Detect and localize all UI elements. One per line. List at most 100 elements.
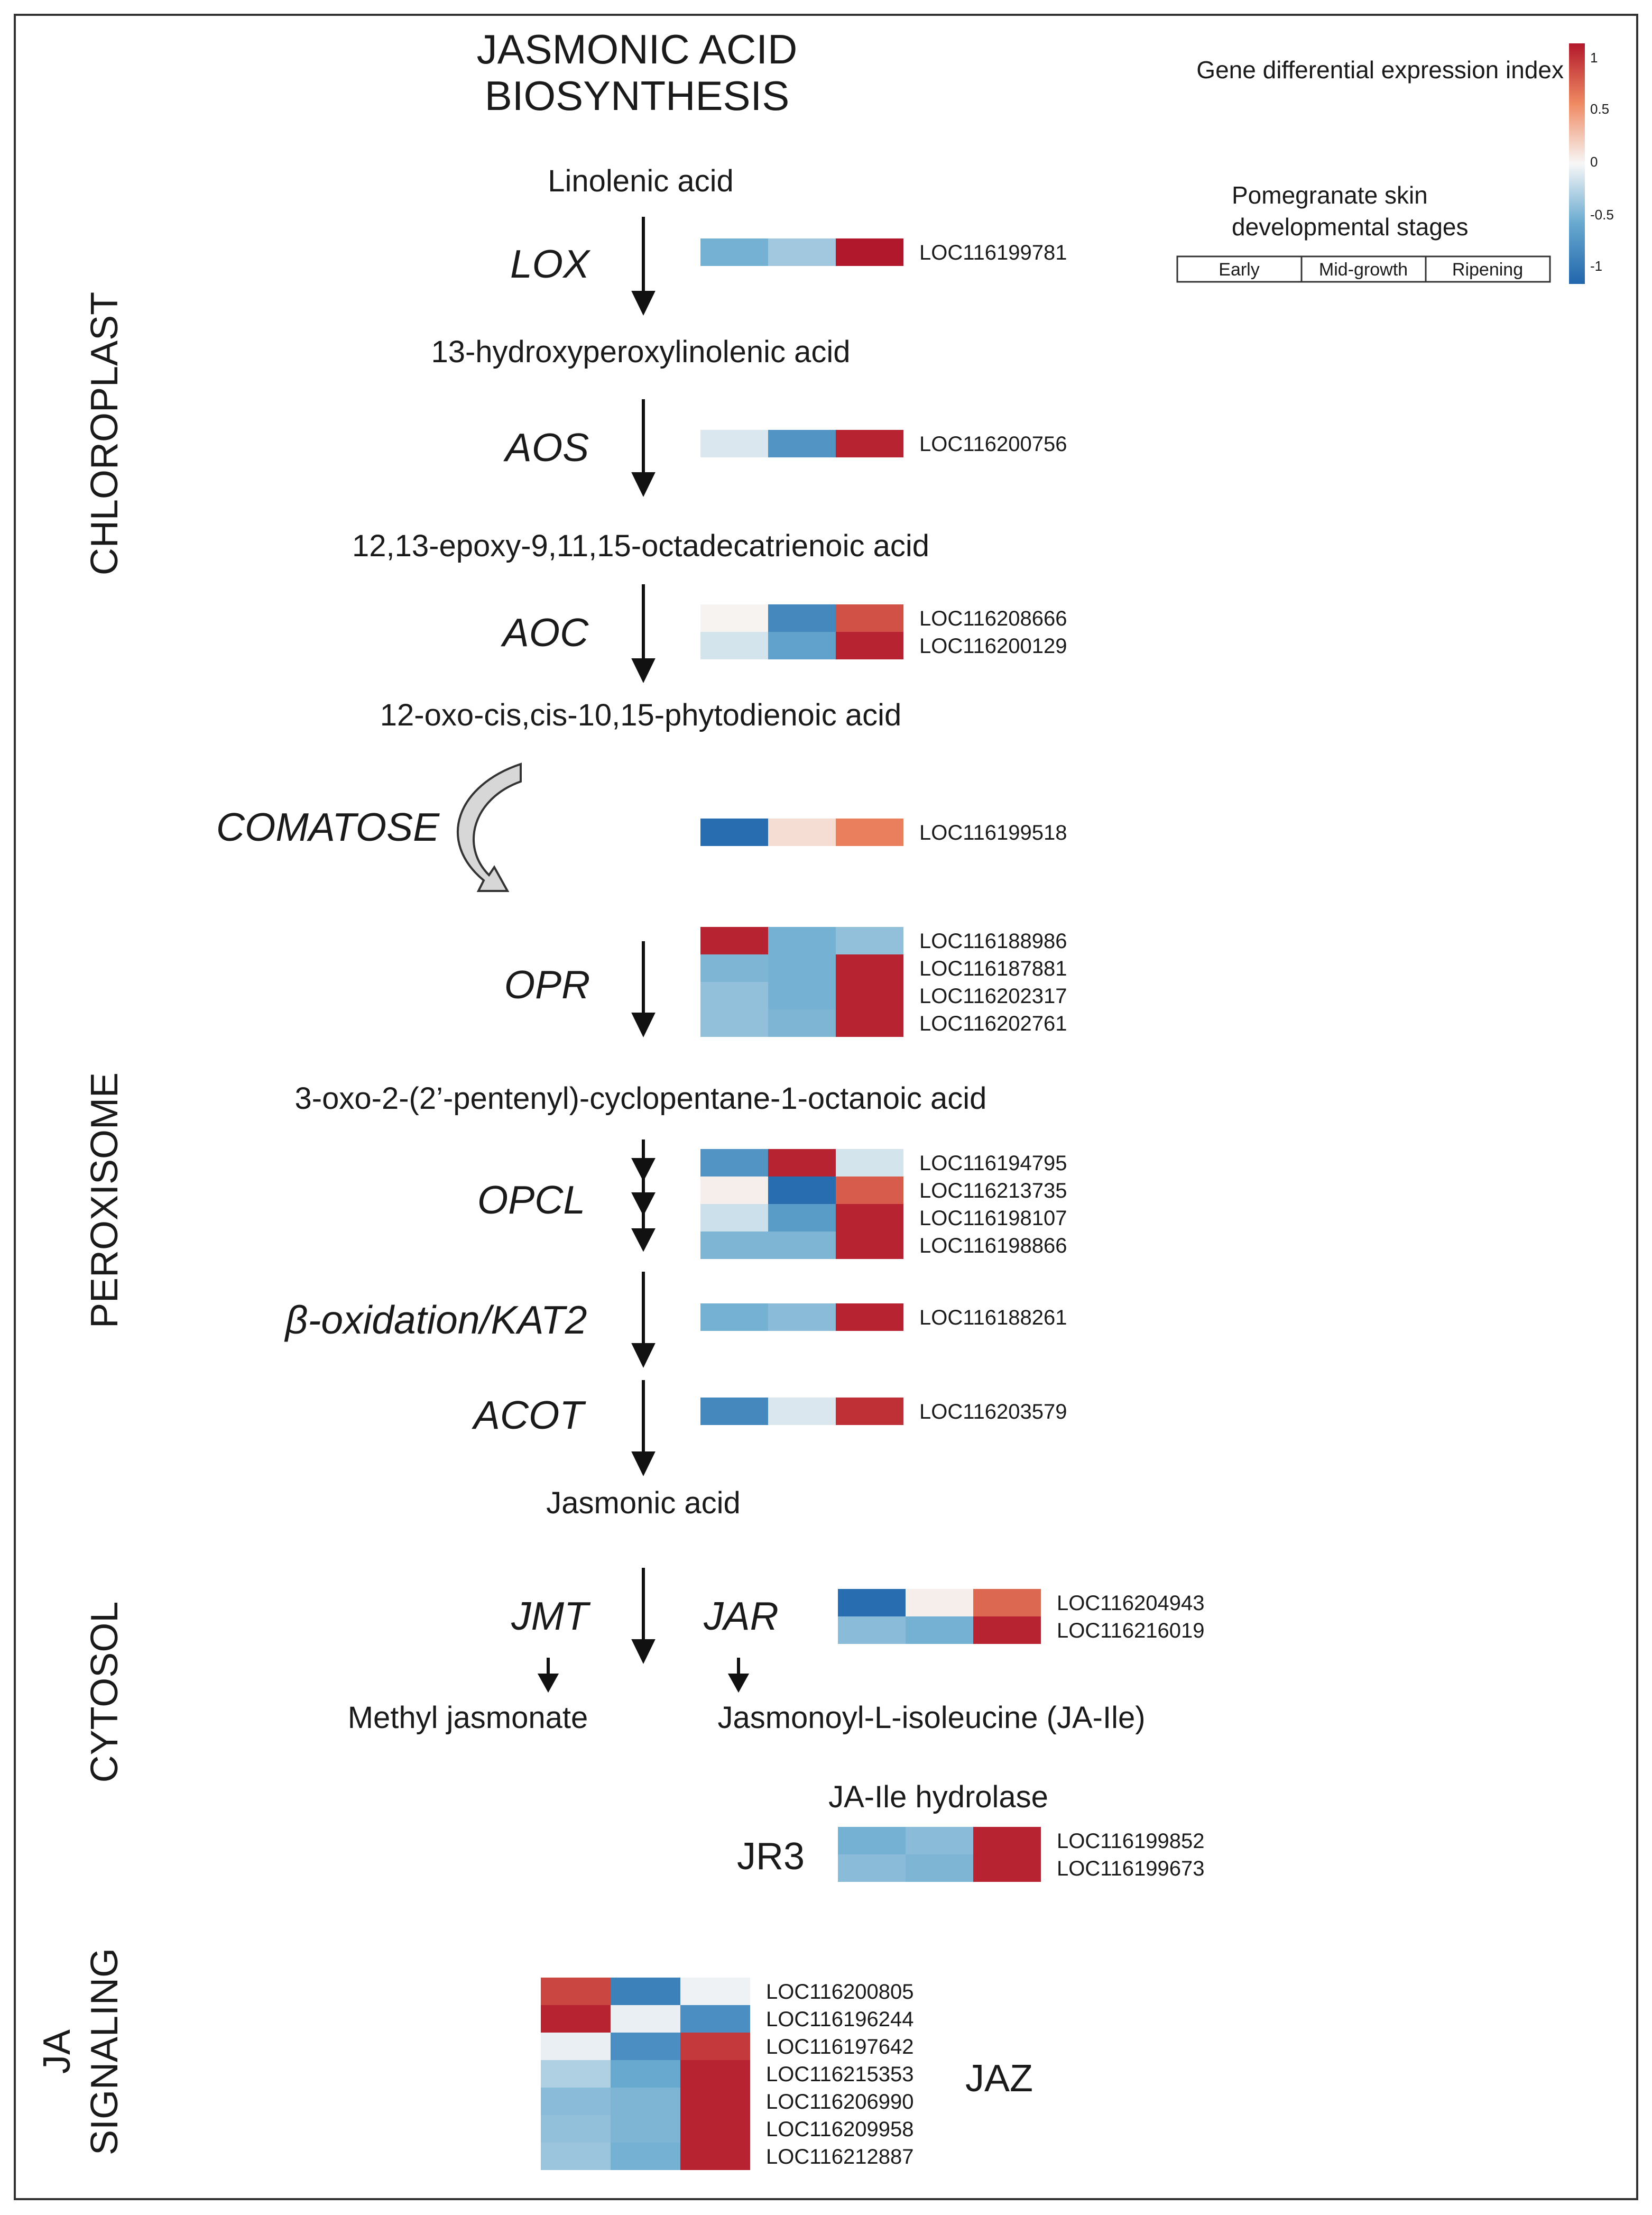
legend-tick-0-5: 0.5 — [1590, 101, 1609, 117]
heatmap-opcl: LOC116194795 LOC116213735 LOC116198107 LOC1… — [700, 1149, 1067, 1259]
heatmap-jar: LOC116204943 LOC116216019 — [838, 1589, 1205, 1644]
heatmap-cell — [611, 2033, 680, 2060]
heatmap-cell — [973, 1827, 1041, 1854]
heatmap-cell — [541, 2115, 611, 2143]
legend: Gene differential expression index 1 0.5… — [1176, 43, 1614, 284]
heatmap-cell — [700, 238, 768, 266]
heatmap-cell — [611, 2088, 680, 2115]
heatmap-cell — [836, 1398, 903, 1425]
heatmaps: LOC116199781 LOC116200756 LOC116208666 LO… — [541, 238, 1205, 2170]
heatmap-cell — [680, 1978, 750, 2005]
heatmap-cell — [768, 632, 836, 659]
stages-box: Early Mid-growth Ripening — [1176, 255, 1551, 283]
comatose-arrow-shape — [456, 762, 522, 892]
heatmap-cell — [836, 632, 903, 659]
arrowhead-opcl-2 — [631, 1192, 656, 1216]
heatmap-cell — [836, 430, 903, 457]
enzyme-jaz: JAZ — [965, 2057, 1033, 2100]
heatmap-cell — [906, 1827, 973, 1854]
heatmap-cell — [541, 2005, 611, 2033]
heatmap-cell — [700, 1149, 768, 1177]
enzyme-jar: JAR — [703, 1594, 779, 1638]
metabolite-opc8: 3-oxo-2-(2’-pentenyl)-cyclopentane-1-oct… — [295, 1081, 987, 1116]
heatmap-cell — [541, 2033, 611, 2060]
gene-label: LOC116199518 — [919, 821, 1067, 844]
heatmap-cell — [836, 604, 903, 632]
heatmap-cell — [611, 2060, 680, 2088]
arrowhead-lox — [631, 291, 656, 316]
gene-label: LOC116196244 — [766, 2008, 914, 2031]
gene-label: LOC116200805 — [766, 1980, 914, 2003]
heatmap-cell — [611, 2143, 680, 2170]
heatmap-cell — [680, 2005, 750, 2033]
heatmap-cell — [541, 2088, 611, 2115]
heatmap-cell — [836, 238, 903, 266]
gene-label: LOC116187881 — [919, 957, 1067, 980]
heatmap-cell — [768, 1303, 836, 1331]
stages-title-line-2: developmental stages — [1232, 213, 1469, 241]
gene-label: LOC116198107 — [919, 1207, 1067, 1230]
heatmap-cell — [973, 1616, 1041, 1644]
heatmap-cell — [768, 1204, 836, 1231]
gene-label: LOC116194795 — [919, 1152, 1067, 1175]
heatmap-lox: LOC116199781 — [700, 238, 1067, 266]
gene-label: LOC116209958 — [766, 2118, 914, 2141]
arrowhead-opcl-3 — [631, 1228, 656, 1252]
heatmap-cell — [700, 1303, 768, 1331]
enzyme-opcl: OPCL — [477, 1178, 585, 1222]
legend-tick-neg-0-5: -0.5 — [1590, 207, 1614, 223]
heatmap-cell — [700, 982, 768, 1009]
compartment-cytosol: CYTOSOL — [84, 1602, 126, 1783]
gene-label: LOC116199781 — [919, 241, 1067, 264]
heatmap-cell — [768, 954, 836, 982]
enzyme-aos: AOS — [503, 425, 589, 470]
heatmap-cell — [836, 1009, 903, 1037]
gene-label: LOC116204943 — [1057, 1592, 1205, 1615]
legend-tick-neg-1: -1 — [1590, 258, 1602, 274]
legend-color-bar — [1569, 43, 1585, 284]
metabolite-ja-ile: Jasmonoyl-L-isoleucine (JA-Ile) — [717, 1701, 1145, 1735]
heatmap-cell — [768, 819, 836, 846]
enzyme-jr3: JR3 — [737, 1835, 805, 1878]
heatmap-jaz: LOC116200805 LOC116196244 LOC116197642 LOC1… — [541, 1978, 914, 2170]
metabolite-13-hpot: 13-hydroxyperoxylinolenic acid — [431, 335, 850, 369]
heatmap-jr3: LOC116199852 LOC116199673 — [838, 1827, 1205, 1882]
heatmap-cell — [836, 1204, 903, 1231]
heatmap-aos: LOC116200756 — [700, 430, 1067, 457]
title-line-2: BIOSYNTHESIS — [485, 72, 789, 119]
compartment-ja-signaling-line-1: JA — [36, 2029, 78, 2074]
heatmap-comatose: LOC116199518 — [700, 819, 1067, 846]
heatmap-cell — [680, 2088, 750, 2115]
heatmap-cell — [836, 819, 903, 846]
heatmap-cell — [838, 1616, 906, 1644]
metabolite-linolenic-acid: Linolenic acid — [548, 164, 733, 198]
heatmap-cell — [836, 954, 903, 982]
arrowhead-opcl-1 — [631, 1158, 656, 1182]
gene-label: LOC116206990 — [766, 2090, 914, 2113]
arrowhead-opr — [631, 1013, 656, 1037]
heatmap-cell — [768, 1398, 836, 1425]
figure-frame — [14, 14, 1638, 2200]
gene-label: LOC116200756 — [919, 433, 1067, 456]
heatmap-cell — [680, 2060, 750, 2088]
gene-label: LOC116213735 — [919, 1179, 1067, 1202]
heatmap-cell — [768, 1009, 836, 1037]
gene-label: LOC116208666 — [919, 607, 1067, 630]
heatmap-opr: LOC116188986 LOC116187881 LOC116202317 LOC1… — [700, 927, 1067, 1037]
heatmap-cell — [768, 927, 836, 954]
heatmap-cell — [906, 1616, 973, 1644]
heatmap-cell — [836, 982, 903, 1009]
gene-label: LOC116199852 — [1057, 1830, 1205, 1853]
metabolite-opda: 12-oxo-cis,cis-10,15-phytodienoic acid — [380, 698, 902, 732]
arrowhead-jar — [727, 1674, 750, 1693]
heatmap-cell — [700, 430, 768, 457]
heatmap-cell — [838, 1854, 906, 1882]
stages-title-line-1: Pomegranate skin — [1232, 181, 1428, 209]
enzyme-aoc: AOC — [501, 610, 589, 655]
compartment-chloroplast: CHLOROPLAST — [84, 292, 126, 575]
arrowhead-acot — [631, 1451, 656, 1476]
metabolite-jasmonic-acid: Jasmonic acid — [546, 1486, 740, 1520]
heatmap-cell — [973, 1589, 1041, 1616]
heatmap-cell — [611, 2005, 680, 2033]
